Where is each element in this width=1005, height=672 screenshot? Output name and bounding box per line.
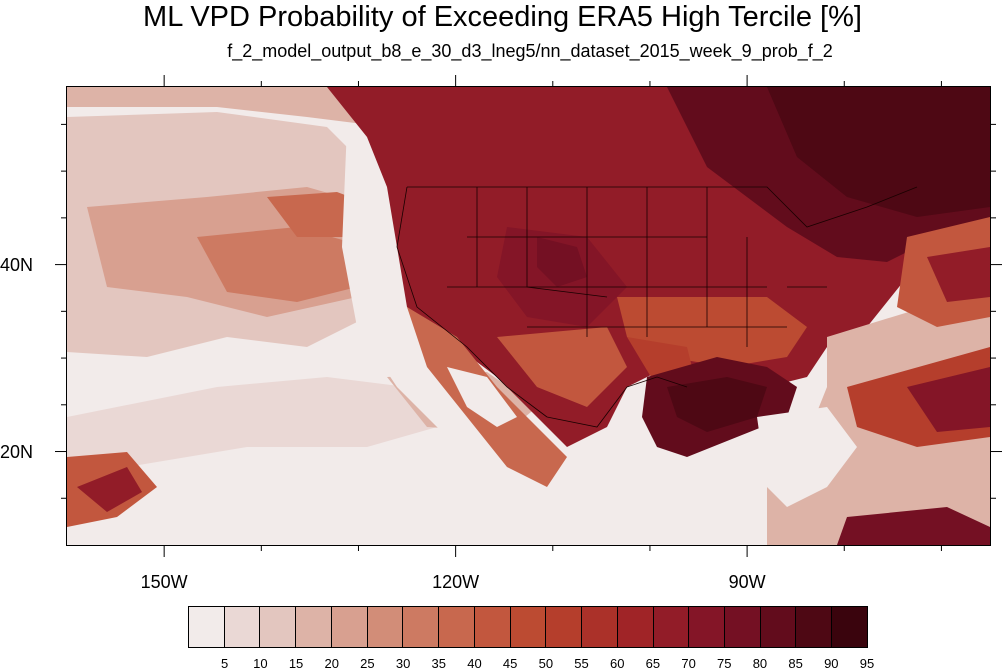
colorbar-swatch (224, 607, 261, 647)
colorbar-label: 10 (253, 656, 268, 671)
colorbar (188, 606, 868, 648)
colorbar-swatch (796, 607, 833, 647)
chart-subtitle: f_2_model_output_b8_e_30_d3_lneg5/nn_dat… (227, 41, 833, 61)
colorbar-swatch (474, 607, 511, 647)
colorbar-label: 15 (288, 656, 304, 671)
colorbar-label: 35 (431, 656, 447, 671)
colorbar-swatch (653, 607, 690, 647)
colorbar-label: 30 (395, 656, 411, 671)
colorbar-swatch (331, 607, 368, 647)
colorbar-label: 60 (609, 656, 625, 671)
colorbar-swatch (367, 607, 404, 647)
colorbar-label: 50 (538, 656, 554, 671)
colorbar-label: 65 (645, 656, 661, 671)
colorbar-swatch (832, 607, 867, 647)
political-boundaries (396, 186, 918, 428)
atlantic-probability-field (757, 217, 990, 545)
colorbar-label: 95 (859, 656, 875, 671)
colorbar-swatch (189, 607, 225, 647)
colorbar-swatch (439, 607, 475, 647)
colorbar-swatch (617, 607, 654, 647)
colorbar-label: 5 (221, 656, 229, 671)
lon-tick-label: 120W (432, 572, 480, 592)
colorbar-label: 45 (502, 656, 518, 671)
colorbar-swatch (546, 607, 583, 647)
colorbar-swatch (582, 607, 618, 647)
colorbar-label: 40 (467, 656, 482, 671)
map-panel (66, 86, 991, 546)
colorbar-label: 75 (717, 656, 732, 671)
lon-tick-label: 90W (728, 572, 766, 592)
colorbar-label: 85 (788, 656, 803, 671)
lat-tick-label: 40N (0, 254, 34, 275)
colorbar-swatch (725, 607, 761, 647)
colorbar-swatch (760, 607, 797, 647)
gulf-core (667, 377, 767, 432)
colorbar-label: 55 (574, 656, 589, 671)
colorbar-swatch (260, 607, 297, 647)
colorbar-label: 80 (752, 656, 768, 671)
colorbar-label: 20 (324, 656, 339, 671)
colorbar-swatch (510, 607, 547, 647)
colorbar-swatch (689, 607, 726, 647)
chart-title: ML VPD Probability of Exceeding ERA5 Hig… (143, 1, 862, 33)
colorbar-label: 70 (681, 656, 696, 671)
lon-tick-label: 150W (140, 572, 188, 592)
colorbar-swatch (403, 607, 440, 647)
colorbar-label: 90 (824, 656, 839, 671)
north-america-probability-field (327, 87, 990, 487)
colorbar-swatch (296, 607, 332, 647)
lat-tick-label: 20N (0, 441, 34, 462)
colorbar-label: 25 (360, 656, 375, 671)
probability-map (67, 87, 990, 545)
